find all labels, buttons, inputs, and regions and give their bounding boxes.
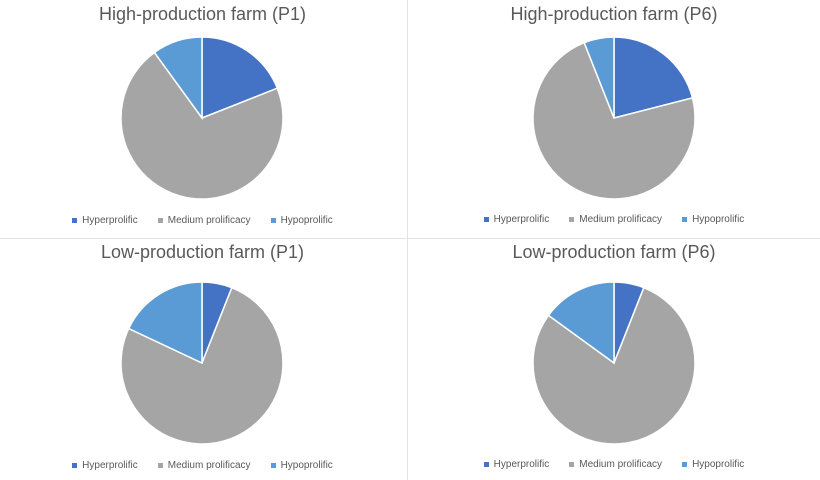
legend-label: Hypoprolific — [692, 214, 745, 225]
pie-slice-medium-prolificacy — [532, 286, 696, 445]
legend-label: Medium prolificacy — [579, 214, 663, 225]
legend-label: Hypoprolific — [280, 460, 333, 471]
legend-item-medium-prolificacy: Medium prolificacy — [569, 214, 662, 225]
legend-item-hyperprolific: Hyperprolific — [72, 460, 138, 471]
horizontal-divider — [0, 238, 820, 239]
legend-label: Medium prolificacy — [167, 215, 251, 226]
pie-slice-medium-prolificacy — [532, 41, 696, 200]
pie-slice-hypoprolific — [547, 281, 615, 365]
legend-swatch — [157, 218, 163, 223]
legend-label: Hypoprolific — [280, 215, 333, 226]
legend-label: Hyperprolific — [493, 214, 550, 225]
legend-item-hypoprolific: Hypoprolific — [270, 215, 333, 226]
pie-chart-low-production-p6: Low-production farm (P6) Hyperprolific M… — [408, 239, 820, 480]
pie-plot — [120, 281, 284, 445]
pie-slice-hypoprolific — [127, 281, 203, 365]
pie-slice-hyperprolific — [201, 36, 279, 120]
chart-title: Low-production farm (P1) — [100, 242, 305, 262]
legend-swatch — [72, 463, 78, 468]
legend-item-hyperprolific: Hyperprolific — [72, 215, 138, 226]
legend-label: Hypoprolific — [692, 459, 745, 470]
legend-swatch — [682, 462, 688, 467]
legend-label: Medium prolificacy — [579, 459, 663, 470]
legend-item-hyperprolific: Hyperprolific — [483, 214, 550, 225]
pie-slice-hyperprolific — [613, 36, 694, 119]
legend-item-medium-prolificacy: Medium prolificacy — [569, 459, 662, 470]
pie-plot — [120, 36, 284, 200]
legend: Hyperprolific Medium prolificacy Hypopro… — [0, 460, 405, 471]
legend-swatch — [157, 463, 163, 468]
vertical-divider — [407, 0, 408, 480]
legend-item-medium-prolificacy: Medium prolificacy — [157, 460, 251, 471]
pie-slice-medium-prolificacy — [120, 286, 284, 445]
legend-swatch — [569, 462, 575, 467]
legend-swatch — [270, 218, 276, 223]
legend: Hyperprolific Medium prolificacy Hypopro… — [408, 459, 820, 470]
legend-label: Hyperprolific — [82, 460, 138, 471]
legend-item-hypoprolific: Hypoprolific — [682, 214, 744, 225]
legend-item-medium-prolificacy: Medium prolificacy — [157, 215, 251, 226]
legend-label: Medium prolificacy — [167, 460, 251, 471]
pie-chart-low-production-p1: Low-production farm (P1) Hyperprolific M… — [0, 239, 405, 480]
legend-item-hypoprolific: Hypoprolific — [270, 460, 333, 471]
pie-slice-hypoprolific — [583, 36, 615, 119]
pie-plot — [532, 36, 696, 200]
pie-slice-medium-prolificacy — [120, 51, 284, 200]
legend-item-hypoprolific: Hypoprolific — [682, 459, 744, 470]
pie-plot — [532, 281, 696, 445]
legend-swatch — [72, 218, 78, 223]
legend-swatch — [569, 217, 575, 222]
legend-label: Hyperprolific — [82, 215, 138, 226]
chart-title: High-production farm (P1) — [98, 4, 307, 24]
legend: Hyperprolific Medium prolificacy Hypopro… — [408, 214, 820, 225]
pie-slice-hypoprolific — [153, 36, 203, 121]
legend-item-hyperprolific: Hyperprolific — [483, 459, 550, 470]
legend-swatch — [270, 463, 276, 468]
legend-swatch — [483, 217, 489, 222]
pie-chart-high-production-p6: High-production farm (P6) Hyperprolific … — [408, 0, 820, 238]
chart-title: Low-production farm (P6) — [512, 242, 716, 262]
chart-title: High-production farm (P6) — [510, 4, 718, 24]
pie-chart-high-production-p1: High-production farm (P1) Hyperprolific … — [0, 0, 405, 238]
legend-swatch — [682, 217, 688, 222]
legend: Hyperprolific Medium prolificacy Hypopro… — [0, 215, 405, 226]
legend-label: Hyperprolific — [493, 459, 550, 470]
legend-swatch — [483, 462, 489, 467]
